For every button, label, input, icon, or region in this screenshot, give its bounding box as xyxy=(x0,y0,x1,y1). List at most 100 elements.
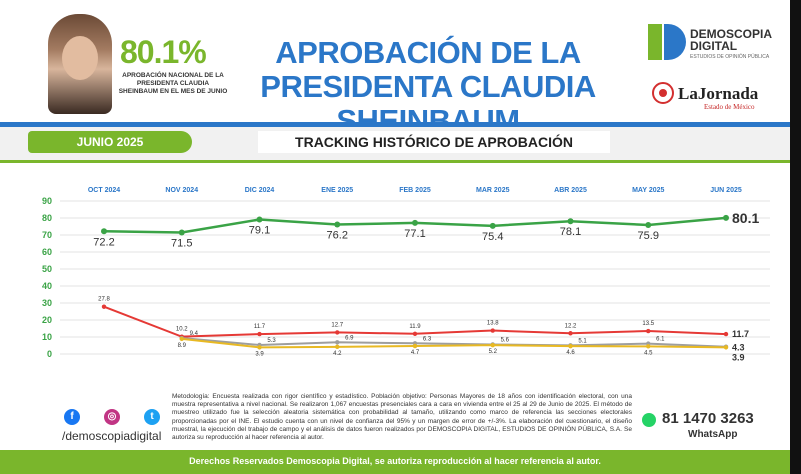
data-point xyxy=(101,304,107,309)
data-point xyxy=(334,221,341,228)
y-tick-label: 30 xyxy=(42,298,52,308)
data-label: 75.9 xyxy=(638,230,659,242)
data-label: 71.5 xyxy=(171,237,192,249)
data-label: 11.9 xyxy=(409,324,421,330)
data-point xyxy=(178,229,185,236)
president-photo xyxy=(48,14,112,114)
y-tick-label: 20 xyxy=(42,315,52,325)
data-label: 4.2 xyxy=(333,351,342,357)
x-tick-label: NOV 2024 xyxy=(165,187,198,194)
data-label: 6.9 xyxy=(345,335,354,341)
data-point xyxy=(335,340,340,345)
data-label: 78.1 xyxy=(560,226,581,238)
data-label: 9.4 xyxy=(190,331,199,337)
approval-label: APROBACIÓN NACIONAL DE LA PRESIDENTA CLA… xyxy=(118,72,228,95)
data-label: 4.6 xyxy=(566,350,575,356)
data-point xyxy=(568,331,573,336)
data-label: 75.4 xyxy=(482,231,503,243)
right-edge-strip xyxy=(790,0,801,474)
demoscopia-logo-icon xyxy=(648,24,686,60)
data-label: 5.2 xyxy=(489,349,498,355)
data-point xyxy=(179,336,184,342)
whatsapp-label: WhatsApp xyxy=(688,429,738,440)
y-tick-label: 60 xyxy=(42,247,52,257)
approval-percentage: 80.1% xyxy=(120,34,207,70)
methodology-text: Metodología: Encuesta realizada con rigo… xyxy=(172,393,632,442)
data-label: 10.2 xyxy=(176,327,188,333)
data-point xyxy=(101,228,107,235)
data-point xyxy=(646,344,651,349)
band-top-stripe xyxy=(0,122,790,127)
y-tick-label: 80 xyxy=(42,213,52,223)
data-label: 4.7 xyxy=(411,350,420,356)
data-label: 12.2 xyxy=(565,323,577,329)
pollster-subtitle: ESTUDIOS DE OPINIÓN PÚBLICA xyxy=(690,54,770,60)
x-tick-label: MAY 2025 xyxy=(632,187,664,194)
y-tick-label: 10 xyxy=(42,332,52,342)
partner-name: LaJornada xyxy=(678,84,759,103)
data-label: 13.8 xyxy=(487,321,499,327)
footer-rights: Derechos Reservados Demoscopia Digital, … xyxy=(0,450,790,474)
y-tick-label: 50 xyxy=(42,264,52,274)
data-label: 5.1 xyxy=(578,338,587,344)
data-point xyxy=(645,221,652,228)
series-line xyxy=(181,337,727,349)
data-label: 27.8 xyxy=(98,297,110,303)
data-point xyxy=(256,216,263,223)
data-label: 77.1 xyxy=(404,228,425,240)
data-label: 3.9 xyxy=(255,351,264,357)
data-point xyxy=(335,344,340,350)
data-label: 76.2 xyxy=(327,229,348,241)
x-tick-label: OCT 2024 xyxy=(88,187,120,194)
tracking-title: TRACKING HISTÓRICO DE APROBACIÓN xyxy=(258,131,610,153)
approval-line-chart: 0 10 20 30 40 50 60 70 80 90 OCT 2024 NOV 2024 DIC 2… xyxy=(42,187,770,362)
series-line xyxy=(181,337,727,348)
data-label: 8.9 xyxy=(178,343,187,349)
data-label: 12.7 xyxy=(331,322,343,328)
data-point xyxy=(723,214,729,221)
data-point xyxy=(335,330,340,335)
data-point xyxy=(257,345,262,350)
y-tick-label: 0 xyxy=(47,349,52,359)
data-point xyxy=(646,328,651,334)
x-tick-label: MAR 2025 xyxy=(476,187,510,194)
data-label: 6.3 xyxy=(423,336,432,342)
x-tick-label: FEB 2025 xyxy=(399,187,431,194)
data-point xyxy=(489,222,496,229)
data-label: 11.7 xyxy=(732,329,749,339)
data-point xyxy=(412,331,418,336)
data-label: 3.9 xyxy=(732,352,745,362)
data-label: 80.1 xyxy=(732,210,759,226)
twitter-icon[interactable]: t xyxy=(144,409,160,425)
pollster-name: DEMOSCOPIA DIGITAL xyxy=(690,27,772,53)
x-tick-label: DIC 2024 xyxy=(245,187,275,194)
whatsapp-number[interactable]: 81 1470 3263 xyxy=(662,410,754,427)
data-label: 6.1 xyxy=(656,337,665,343)
data-label: 5.3 xyxy=(267,338,276,344)
data-label: 11.7 xyxy=(254,324,266,330)
header: 80.1% APROBACIÓN NACIONAL DE LA PRESIDEN… xyxy=(0,0,790,138)
data-label: 13.5 xyxy=(642,321,654,327)
data-point xyxy=(257,331,262,337)
whatsapp-icon[interactable] xyxy=(642,413,656,427)
partner-subtitle: Estado de México xyxy=(704,103,755,111)
la-jornada-logo-icon xyxy=(652,82,674,104)
page-title: APROBACIÓN DE LA PRESIDENTA CLAUDIA SHEI… xyxy=(260,35,596,138)
data-label: 79.1 xyxy=(249,225,270,237)
band-bottom-stripe xyxy=(0,160,790,163)
y-tick-label: 40 xyxy=(42,281,52,291)
data-point xyxy=(723,345,729,350)
data-point xyxy=(568,343,573,349)
data-label: 4.5 xyxy=(644,350,653,356)
data-label: 4.3 xyxy=(732,343,745,353)
x-tick-label: ENE 2025 xyxy=(321,187,353,194)
facebook-icon[interactable]: f xyxy=(64,409,80,425)
social-handle[interactable]: /demoscopiadigital xyxy=(62,429,162,443)
x-tick-label: ABR 2025 xyxy=(554,187,587,194)
y-tick-label: 90 xyxy=(42,196,52,206)
data-point xyxy=(412,219,418,226)
instagram-icon[interactable]: ◎ xyxy=(104,409,120,425)
data-label: 72.2 xyxy=(93,236,114,248)
data-point xyxy=(567,218,574,225)
